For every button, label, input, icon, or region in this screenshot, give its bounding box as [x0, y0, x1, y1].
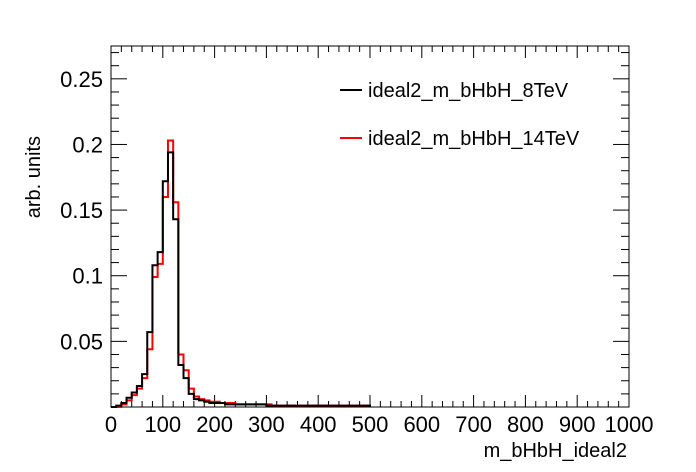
- x-tick-label: 500: [352, 412, 389, 437]
- x-axis-label: m_bHbH_ideal2: [484, 440, 627, 462]
- y-tick-label: 0.2: [72, 132, 103, 157]
- series-14tev-step: [111, 139, 371, 408]
- x-tick-label: 1000: [605, 412, 654, 437]
- x-tick-label: 900: [559, 412, 596, 437]
- x-tick-label: 200: [196, 412, 233, 437]
- x-tick-label: 300: [248, 412, 285, 437]
- legend-label-8tev: ideal2_m_bHbH_8TeV: [368, 80, 569, 102]
- series-8tev-step: [111, 151, 371, 408]
- x-tick-label: 600: [403, 412, 440, 437]
- series-group: [111, 139, 371, 408]
- x-tick-label: 800: [507, 412, 544, 437]
- x-tick-labels: 0 100 200 300 400 500 600 700 800 900 1000: [105, 412, 654, 437]
- legend-label-14tev: ideal2_m_bHbH_14TeV: [368, 128, 580, 150]
- y-tick-label: 0.05: [60, 329, 103, 354]
- x-tick-label: 0: [105, 412, 117, 437]
- x-tick-label: 100: [144, 412, 181, 437]
- x-tick-label: 400: [300, 412, 337, 437]
- y-tick-label: 0.1: [72, 264, 103, 289]
- y-tick-label: 0.25: [60, 67, 103, 92]
- x-tick-label: 700: [455, 412, 492, 437]
- y-tick-label: 0.15: [60, 198, 103, 223]
- y-axis-label: arb. units: [23, 136, 45, 218]
- y-tick-labels: 0.05 0.1 0.15 0.2 0.25: [60, 67, 103, 355]
- minor-ticks: [111, 46, 629, 407]
- legend: ideal2_m_bHbH_8TeV ideal2_m_bHbH_14TeV: [340, 80, 580, 150]
